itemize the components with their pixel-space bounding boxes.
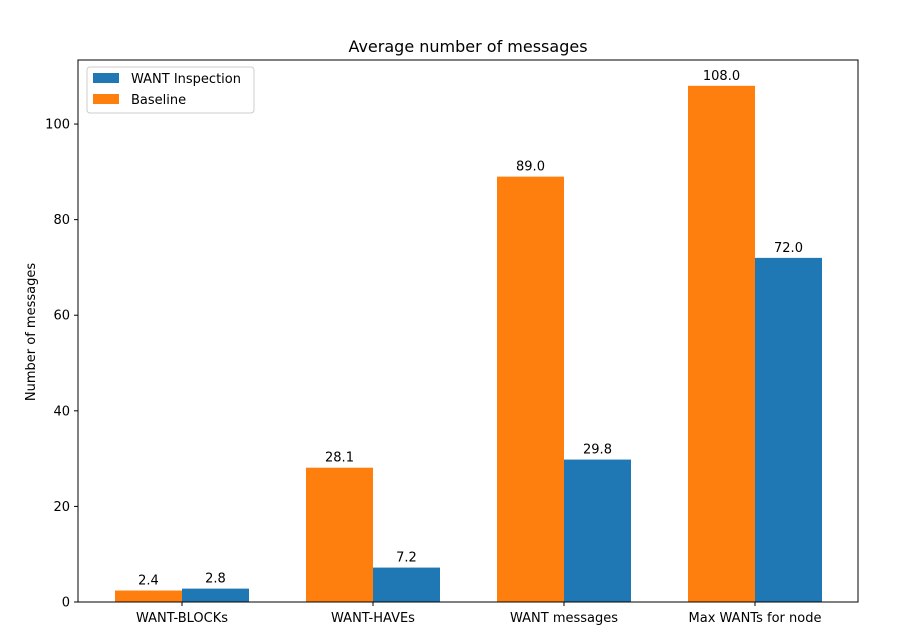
data-label-want-inspection-1: 7.2 [396, 551, 417, 566]
legend-swatch-want-inspection [93, 73, 119, 83]
x-tick-label: WANT messages [510, 611, 618, 626]
legend-label-baseline: Baseline [131, 93, 186, 108]
data-label-want-inspection-2: 29.8 [583, 443, 612, 458]
y-tick-label: 100 [45, 118, 70, 133]
y-tick-label: 0 [62, 596, 70, 611]
data-labels-group: 2.4 2.8 28.1 7.2 89.0 29.8 108.0 72.0 [138, 69, 803, 589]
chart-title: Average number of messages [348, 37, 587, 56]
bar-baseline-3 [688, 85, 755, 603]
y-tick-label: 80 [53, 213, 70, 228]
y-tick-label: 40 [53, 404, 70, 419]
data-label-baseline-0: 2.4 [138, 574, 159, 589]
data-label-baseline-2: 89.0 [516, 160, 545, 175]
bar-want-inspection-2 [564, 459, 631, 602]
data-label-baseline-1: 28.1 [325, 451, 354, 466]
bar-baseline-1 [306, 467, 373, 602]
x-axis-ticks: WANT-BLOCKs WANT-HAVEs WANT messages Max WA… [136, 602, 821, 626]
bar-baseline-2 [497, 176, 564, 603]
y-tick-label: 20 [53, 500, 70, 515]
data-label-baseline-3: 108.0 [703, 69, 740, 84]
x-tick-label: WANT-HAVEs [331, 611, 415, 626]
legend-box [86, 66, 255, 114]
bar-want-inspection-1 [373, 567, 440, 602]
data-label-want-inspection-0: 2.8 [205, 572, 226, 587]
bar-baseline-0 [115, 590, 182, 602]
legend-label-want-inspection: WANT Inspection [131, 72, 241, 87]
bar-want-inspection-0 [182, 588, 249, 602]
bars-group [115, 85, 822, 603]
x-tick-label: WANT-BLOCKs [136, 611, 228, 626]
y-axis-ticks: 0 20 40 60 80 100 [45, 118, 78, 611]
y-axis-label: Number of messages [24, 263, 39, 401]
data-label-want-inspection-3: 72.0 [774, 241, 803, 256]
bar-want-inspection-3 [755, 257, 822, 602]
y-tick-label: 60 [53, 309, 70, 324]
plot-frame [77, 59, 859, 603]
legend-swatch-baseline [93, 94, 119, 104]
x-tick-label: Max WANTs for node [689, 611, 822, 626]
legend: WANT Inspection Baseline [86, 66, 255, 114]
